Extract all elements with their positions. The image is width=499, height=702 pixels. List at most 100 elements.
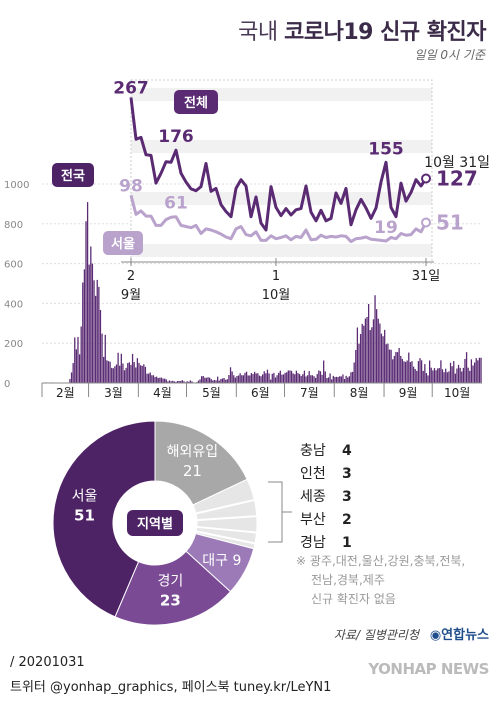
national-bar (98, 286, 100, 383)
national-bar (226, 379, 228, 383)
national-bar (473, 362, 476, 383)
national-bar (228, 375, 230, 383)
national-bar (120, 353, 122, 383)
national-bar (298, 374, 301, 383)
series-tag-label: 전국 (61, 168, 85, 184)
national-bar (156, 376, 158, 383)
region-divider (195, 498, 255, 515)
national-bar (210, 379, 212, 383)
national-bar (379, 323, 381, 383)
donut-slice (52, 420, 156, 618)
national-bar (85, 221, 87, 383)
national-bar (451, 366, 453, 383)
national-bar (133, 362, 135, 383)
national-bar (205, 377, 208, 383)
national-bar (165, 379, 167, 383)
national-bar (139, 365, 142, 383)
note-line: 신규 확진자 없음 (311, 592, 396, 606)
national-bar (125, 367, 127, 383)
national-bar (268, 373, 270, 383)
x-tick-label: 2월 (56, 386, 75, 400)
national-bar (385, 344, 387, 383)
national-bar (239, 373, 241, 383)
national-bar (424, 364, 426, 383)
data-label: 61 (164, 194, 188, 214)
national-bar (416, 370, 418, 383)
national-bar (213, 380, 216, 383)
national-bar (204, 377, 206, 383)
national-bar (345, 375, 347, 383)
national-bar (446, 372, 448, 383)
national-bar (220, 379, 222, 383)
national-bar (229, 367, 232, 383)
y-tick-label: 200 (4, 339, 23, 350)
national-bar (253, 371, 256, 383)
y-tick-label: 600 (4, 260, 23, 271)
national-bar (221, 378, 224, 383)
national-bar (96, 279, 98, 383)
national-bar (306, 375, 309, 383)
national-bar (358, 343, 360, 383)
national-bar (364, 318, 367, 383)
total-tag-bg (174, 90, 218, 114)
national-bar (212, 380, 214, 383)
national-bar (334, 377, 336, 383)
national-bar (245, 371, 248, 383)
national-bar (321, 374, 323, 383)
page-title: 국내 코로나19 신규 확진자 (0, 14, 486, 46)
national-bar (160, 377, 163, 383)
national-bar (147, 373, 150, 383)
national-bar (435, 370, 437, 383)
national-bar (138, 362, 140, 383)
national-bar (279, 370, 281, 383)
national-bar (191, 381, 193, 383)
national-bar (339, 376, 341, 383)
national-bar (180, 381, 182, 383)
national-bar (88, 264, 90, 383)
national-bar (257, 373, 259, 383)
national-bar (443, 372, 445, 383)
national-bar (290, 370, 293, 383)
slice-value: 23 (160, 591, 181, 609)
national-bar (376, 309, 378, 383)
national-bar (355, 349, 357, 383)
x-tick-label: 4월 (153, 386, 172, 400)
national-bar (77, 337, 79, 383)
national-bar (123, 370, 126, 383)
national-bar (143, 364, 145, 383)
national-bar (93, 280, 95, 383)
national-bar (250, 373, 253, 383)
national-bar (69, 379, 71, 383)
national-bar (262, 374, 264, 383)
region-divider (196, 515, 257, 522)
national-bar (313, 376, 315, 383)
national-bar (297, 373, 299, 383)
national-bar (470, 359, 473, 383)
national-bar (411, 361, 413, 383)
region-value: 2 (342, 512, 352, 528)
national-bar (401, 358, 403, 383)
national-bar (151, 375, 153, 383)
national-bar (284, 372, 286, 383)
x-tick-label: 6월 (251, 386, 270, 400)
national-bar (351, 371, 354, 383)
national-bar (432, 370, 434, 383)
national-bar (207, 377, 209, 383)
national-bar (445, 368, 447, 383)
national-bar (372, 319, 375, 383)
y-tick-label: 0 (4, 379, 10, 390)
national-bar (99, 309, 102, 383)
national-bar (403, 361, 405, 383)
national-bar (197, 380, 200, 383)
national-bar (162, 378, 164, 383)
national-bar (164, 378, 166, 383)
national-bar (437, 368, 439, 383)
total-tag-label: 전체 (184, 95, 208, 111)
national-bar (404, 361, 407, 383)
national-bar (414, 369, 416, 383)
national-bar (461, 371, 463, 383)
national-bar (209, 377, 211, 383)
national-bar (119, 365, 121, 383)
logo-icon: ◉ (429, 628, 442, 643)
